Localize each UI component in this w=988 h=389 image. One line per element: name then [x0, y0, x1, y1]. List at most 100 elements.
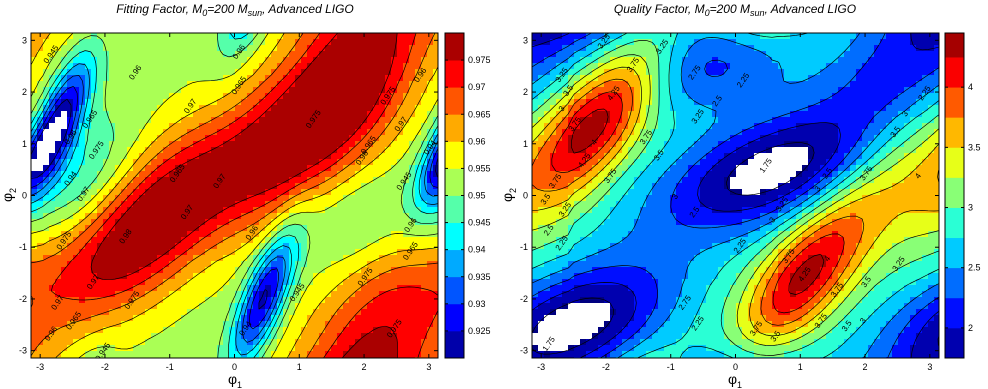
contour-cell [694, 129, 701, 136]
contour-cell [235, 63, 242, 70]
contour-cell [319, 177, 326, 184]
contour-cell [790, 87, 797, 94]
contour-cell [295, 123, 302, 130]
contour-cell [343, 213, 350, 220]
contour-cell [241, 63, 248, 70]
contour-cell [169, 129, 176, 136]
contour-cell [31, 111, 38, 118]
contour-cell [409, 303, 416, 310]
contour-cell [814, 105, 821, 112]
contour-cell [820, 51, 827, 58]
contour-cell [349, 237, 356, 244]
contour-cell [295, 219, 302, 226]
contour-cell [433, 237, 438, 244]
contour-cell [97, 105, 104, 112]
contour-cell [766, 123, 773, 130]
contour-cell [187, 75, 194, 82]
contour-cell [139, 231, 146, 238]
contour-cell [433, 189, 438, 196]
contour-cell [229, 213, 236, 220]
contour-cell [283, 201, 290, 208]
contour-cell [145, 165, 152, 172]
contour-cell [31, 135, 38, 142]
contour-cell [115, 57, 122, 64]
contour-cell [193, 321, 200, 328]
contour-cell [409, 213, 416, 220]
contour-cell [403, 261, 410, 268]
contour-cell [391, 231, 398, 238]
contour-cell [574, 51, 581, 58]
contour-cell [121, 99, 128, 106]
contour-cell [241, 69, 248, 76]
contour-cell [373, 45, 380, 52]
contour-cell [103, 105, 110, 112]
contour-cell [904, 57, 911, 64]
contour-cell [229, 219, 236, 226]
contour-cell [169, 51, 176, 58]
contour-cell [139, 303, 146, 310]
contour-cell [664, 87, 671, 94]
contour-cell [175, 231, 182, 238]
contour-cell [121, 159, 128, 166]
contour-cell [157, 69, 164, 76]
contour-cell [892, 93, 899, 100]
contour-cell [349, 267, 356, 274]
contour-cell [313, 159, 320, 166]
contour-cell [928, 75, 935, 82]
contour-cell [391, 153, 398, 160]
contour-cell [670, 39, 677, 46]
contour-cell [355, 279, 362, 286]
contour-cell [391, 243, 398, 250]
contour-cell [235, 159, 242, 166]
contour-cell [403, 33, 410, 40]
contour-cell [361, 159, 368, 166]
contour-cell [61, 201, 68, 208]
contour-cell [199, 105, 206, 112]
contour-cell [169, 345, 176, 352]
contour-cell [397, 81, 404, 88]
contour-cell [55, 99, 62, 106]
contour-cell [139, 93, 146, 100]
contour-cell [271, 351, 278, 358]
contour-cell [85, 141, 92, 148]
contour-cell [223, 297, 230, 304]
contour-cell [916, 33, 923, 40]
contour-cell [694, 93, 701, 100]
contour-cell [163, 51, 170, 58]
contour-cell [85, 279, 92, 286]
contour-cell [307, 177, 314, 184]
contour-cell [532, 123, 539, 130]
contour-cell [73, 219, 80, 226]
contour-cell [49, 147, 56, 154]
contour-cell [121, 327, 128, 334]
contour-cell [97, 249, 104, 256]
contour-cell [223, 99, 230, 106]
contour-cell [415, 279, 422, 286]
contour-cell [337, 51, 344, 58]
contour-cell [271, 267, 278, 274]
contour-cell [277, 213, 284, 220]
contour-cell [253, 123, 260, 130]
contour-cell [409, 243, 416, 250]
contour-cell [109, 117, 116, 124]
contour-cell [91, 249, 98, 256]
contour-cell [652, 69, 659, 76]
contour-cell [910, 81, 917, 88]
contour-cell [295, 165, 302, 172]
contour-cell [808, 99, 815, 106]
contour-cell [319, 39, 326, 46]
contour-cell [427, 87, 434, 94]
contour-cell [121, 111, 128, 118]
contour-cell [433, 75, 438, 82]
contour-cell [127, 225, 134, 232]
contour-cell [313, 345, 320, 352]
contour-cell [934, 39, 939, 46]
contour-cell [580, 51, 587, 58]
contour-cell [682, 45, 689, 52]
contour-cell [199, 243, 206, 250]
contour-cell [181, 255, 188, 262]
contour-cell [31, 255, 38, 262]
contour-cell [928, 57, 935, 64]
contour-cell [145, 273, 152, 280]
contour-cell [247, 93, 254, 100]
